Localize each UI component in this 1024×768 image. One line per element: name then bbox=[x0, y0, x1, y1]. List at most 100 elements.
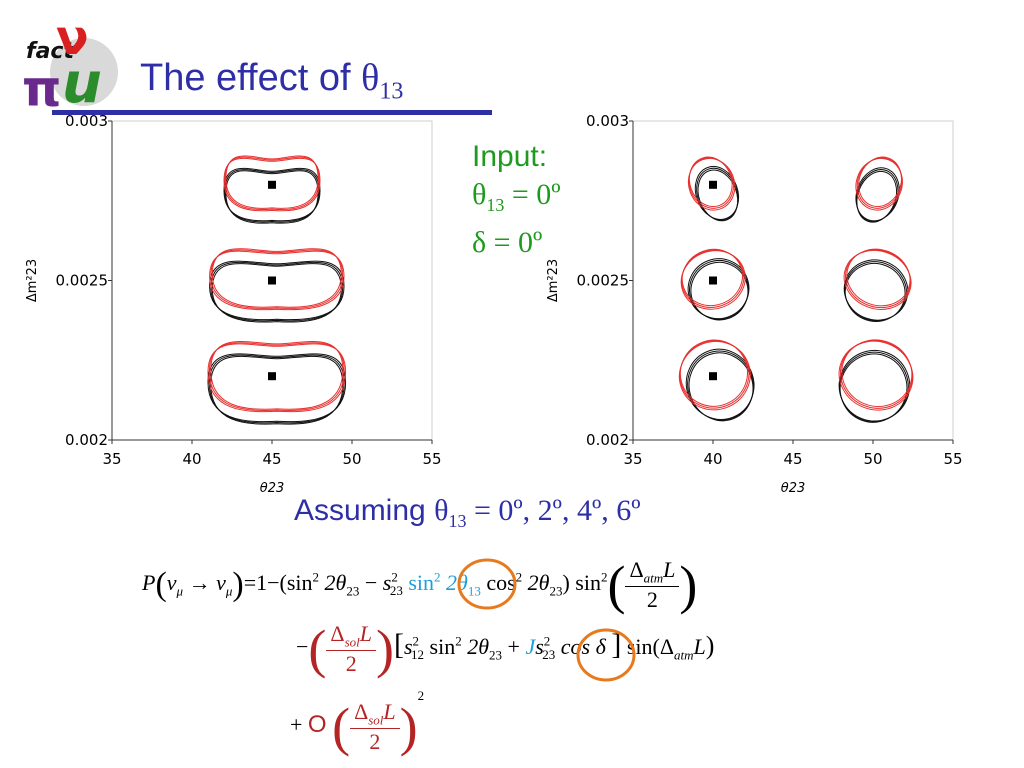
eq-big-paren-close: ) bbox=[679, 555, 698, 615]
eq2-s23-sub: 23 bbox=[542, 647, 556, 663]
logo-nu: ν bbox=[56, 14, 89, 66]
eq-sub23-b: 23 bbox=[549, 583, 563, 599]
input-theta-symbol: θ bbox=[472, 178, 487, 211]
contour-black bbox=[687, 350, 754, 421]
contour-black bbox=[210, 355, 344, 425]
y-axis-label: Δm²23 bbox=[25, 259, 40, 302]
eq-frac-atm: ΔatmL 2 bbox=[625, 556, 680, 613]
input-theta-line: θ13 = 0º bbox=[472, 176, 561, 224]
title-subscript: 13 bbox=[379, 78, 404, 105]
chart-left: 35 40 45 50 55 0.002 0.0025 0.003 θ23 Δm²23 bbox=[25, 112, 442, 496]
eq-minus-a: − bbox=[364, 570, 378, 596]
contour-black bbox=[225, 170, 319, 224]
contour-black bbox=[688, 352, 754, 422]
eq-P: P bbox=[142, 570, 156, 596]
contour-red bbox=[223, 157, 321, 212]
eq-cos-sup: 2 bbox=[515, 569, 523, 585]
input-legend: Input: θ13 = 0º δ = 0º bbox=[472, 138, 561, 262]
eq-s23: s bbox=[382, 570, 392, 596]
eq2-minus: − bbox=[296, 634, 309, 660]
contour-red bbox=[678, 340, 751, 411]
input-point-marker bbox=[709, 276, 717, 285]
equation-line-1: P(νμ → νμ)=1−(sin2 2θ23 − s223 sin2 2θ13… bbox=[142, 554, 697, 616]
contour-black bbox=[211, 263, 342, 323]
contour-red bbox=[688, 157, 734, 209]
factnu-logo: fact ν π u bbox=[22, 10, 134, 118]
chart-right: 35 40 45 50 55 0.002 0.0025 0.003 θ23 Δm²23 bbox=[546, 112, 963, 496]
eq3-paren-open: ( bbox=[332, 696, 351, 757]
contour-red bbox=[681, 248, 743, 307]
eq2-delta-sol: Δ bbox=[330, 620, 345, 646]
eq2-s12: s bbox=[403, 634, 413, 660]
eq3-L: L bbox=[383, 698, 396, 724]
eq2-atm: atm bbox=[674, 647, 694, 663]
input-point-marker bbox=[268, 276, 276, 285]
y-tick-label: 0.0025 bbox=[56, 272, 109, 290]
contour-red bbox=[210, 249, 344, 309]
x-tick-label: 50 bbox=[342, 450, 361, 468]
contour-black bbox=[844, 262, 906, 322]
y-tick-label: 0.003 bbox=[586, 112, 629, 130]
contour-red bbox=[224, 156, 320, 211]
eq-2theta23-a: 2θ bbox=[324, 570, 347, 596]
eq2-2theta23: 2θ bbox=[467, 634, 490, 660]
eq-sin-13-sup: 2 bbox=[434, 569, 441, 585]
eq-sin-sup: 2 bbox=[600, 569, 608, 585]
input-point-marker bbox=[268, 180, 276, 189]
eq2-sin-sup: 2 bbox=[455, 633, 462, 649]
contour-red bbox=[687, 157, 736, 211]
contour-red bbox=[843, 249, 912, 310]
assumption-line: Assuming θ13 = 0º, 2º, 4º, 6º bbox=[294, 494, 641, 532]
y-tick-label: 0.002 bbox=[586, 431, 629, 449]
assumption-text: Assuming bbox=[294, 494, 435, 527]
contour-black bbox=[690, 261, 749, 321]
eq2-frac-sol-den: 2 bbox=[345, 651, 357, 677]
contour-red bbox=[681, 249, 745, 308]
eq3-power: 2 bbox=[417, 688, 425, 703]
eq2-s12-sub: 12 bbox=[411, 647, 425, 663]
eq2-s23-sup: 2 bbox=[543, 633, 551, 649]
eq-close-sin: ) sin bbox=[562, 570, 601, 596]
eq-delta-atm: Δ bbox=[629, 556, 644, 582]
contour-black bbox=[208, 354, 345, 424]
equation-line-2: −(ΔsolL 2)[s212 sin2 2θ23 + Js223 cos δ ]… bbox=[296, 618, 714, 680]
contour-black bbox=[844, 261, 907, 322]
eq2-bracket-open: [ bbox=[393, 628, 404, 662]
eq2-plus: + bbox=[507, 634, 520, 660]
contour-red bbox=[225, 155, 319, 209]
eq-mu-1: μ bbox=[176, 583, 184, 599]
eq3-frac-sol: ΔsolL 2 bbox=[350, 699, 400, 755]
eq-sub13: 13 bbox=[467, 583, 481, 599]
contour-black bbox=[224, 169, 320, 223]
contour-red bbox=[858, 156, 902, 207]
eq3-frac-den: 2 bbox=[369, 729, 381, 755]
eq-arrow: → bbox=[188, 570, 211, 596]
eq2-J: J bbox=[525, 634, 536, 660]
contour-black bbox=[855, 167, 900, 222]
equation-line-3: + O (ΔsolL 2)2 bbox=[290, 688, 424, 758]
assumption-values: = 0º, 2º, 4º, 6º bbox=[466, 494, 641, 527]
page-title: The effect of θ13 bbox=[140, 56, 403, 106]
eq2-L-close: L bbox=[693, 634, 706, 660]
eq-2theta23-b: 2θ bbox=[527, 570, 550, 596]
eq2-s23: s bbox=[535, 634, 544, 660]
contour-red bbox=[838, 340, 914, 411]
x-tick-label: 40 bbox=[182, 450, 201, 468]
contour-red bbox=[209, 250, 345, 311]
contour-black bbox=[207, 353, 347, 423]
input-delta-line: δ = 0º bbox=[472, 226, 543, 259]
eq-frac-atm-den: 2 bbox=[646, 587, 658, 613]
eq-s23-sup: 2 bbox=[391, 569, 398, 585]
contour-black bbox=[210, 261, 344, 322]
y-axis-label: Δm²23 bbox=[546, 259, 561, 302]
contour-red bbox=[688, 156, 733, 207]
x-axis-label: θ23 bbox=[781, 481, 806, 496]
x-tick-label: 55 bbox=[422, 450, 441, 468]
contour-black bbox=[223, 167, 321, 222]
input-theta-sub: 13 bbox=[486, 195, 505, 215]
eq2-paren-end: ) bbox=[705, 631, 715, 661]
eq-big-paren-open: ( bbox=[607, 555, 626, 615]
eq3-delta-sol: Δ bbox=[354, 698, 369, 724]
eq-sin-13: sin bbox=[408, 570, 435, 596]
eq3-sol: sol bbox=[368, 712, 384, 728]
